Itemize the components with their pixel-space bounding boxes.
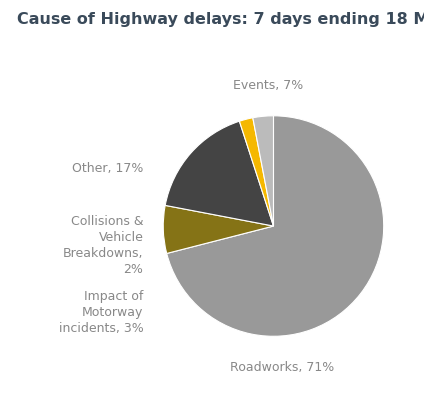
Wedge shape <box>167 116 384 336</box>
Text: Events, 7%: Events, 7% <box>233 79 303 92</box>
Wedge shape <box>165 121 273 226</box>
Text: Cause of Highway delays: 7 days ending 18 May: Cause of Highway delays: 7 days ending 1… <box>17 12 424 27</box>
Text: Roadworks, 71%: Roadworks, 71% <box>230 360 335 374</box>
Wedge shape <box>253 116 273 226</box>
Text: Other, 17%: Other, 17% <box>72 162 143 175</box>
Wedge shape <box>163 206 273 254</box>
Text: Impact of
Motorway
incidents, 3%: Impact of Motorway incidents, 3% <box>59 289 143 335</box>
Wedge shape <box>240 118 273 226</box>
Text: Collisions &
Vehicle
Breakdowns,
2%: Collisions & Vehicle Breakdowns, 2% <box>63 215 143 276</box>
